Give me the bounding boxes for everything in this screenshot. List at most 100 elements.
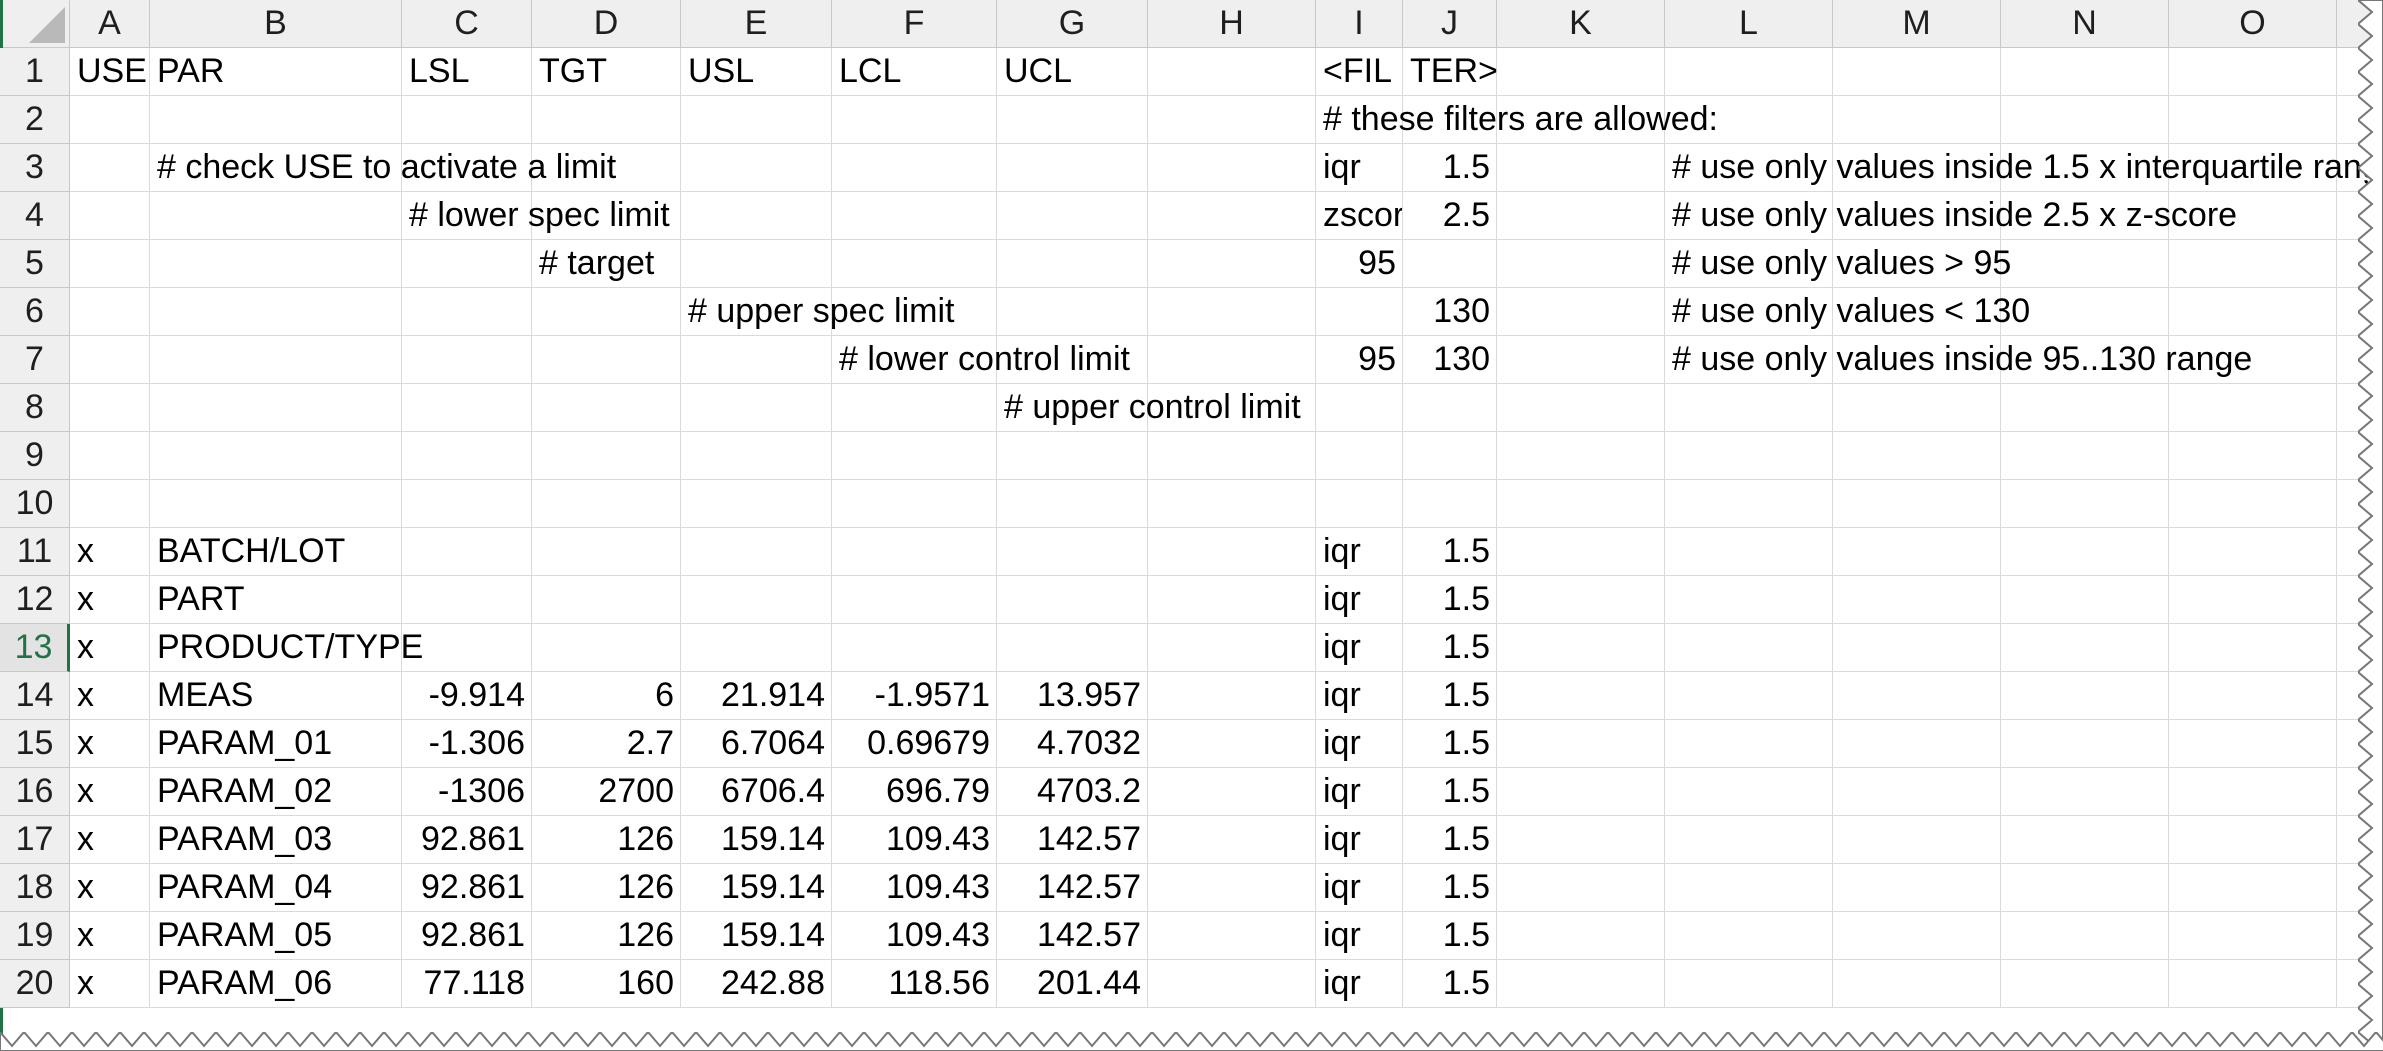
- cell-g13[interactable]: [997, 624, 1148, 672]
- cell-b5[interactable]: [150, 240, 402, 288]
- cell-l16[interactable]: [1665, 768, 1833, 816]
- cell-a15[interactable]: [70, 720, 150, 768]
- cell-a10[interactable]: [70, 480, 150, 528]
- cell-a16[interactable]: [70, 768, 150, 816]
- cell-e12[interactable]: [681, 576, 832, 624]
- column-header-o[interactable]: O: [2169, 0, 2337, 48]
- cell-d19[interactable]: [532, 912, 681, 960]
- cell-o5[interactable]: [2169, 240, 2337, 288]
- cell-o17[interactable]: [2169, 816, 2337, 864]
- cell-m8[interactable]: [1833, 384, 2001, 432]
- cell-c8[interactable]: [402, 384, 532, 432]
- cell-h17[interactable]: [1148, 816, 1316, 864]
- cell-i2[interactable]: [1316, 96, 1403, 144]
- cell-c4[interactable]: [402, 192, 532, 240]
- cell-g10[interactable]: [997, 480, 1148, 528]
- cell-e17[interactable]: [681, 816, 832, 864]
- cell-m7[interactable]: [1833, 336, 2001, 384]
- cell-d17[interactable]: [532, 816, 681, 864]
- cell-d1[interactable]: [532, 48, 681, 96]
- cell-j17[interactable]: [1403, 816, 1497, 864]
- cell-d13[interactable]: [532, 624, 681, 672]
- cell-n19[interactable]: [2001, 912, 2169, 960]
- cell-j4[interactable]: [1403, 192, 1497, 240]
- cell-b15[interactable]: [150, 720, 402, 768]
- cell-i12[interactable]: [1316, 576, 1403, 624]
- cell-c2[interactable]: [402, 96, 532, 144]
- cell-k16[interactable]: [1497, 768, 1665, 816]
- cell-d10[interactable]: [532, 480, 681, 528]
- cell-f6[interactable]: [832, 288, 997, 336]
- cell-m5[interactable]: [1833, 240, 2001, 288]
- cell-o3[interactable]: [2169, 144, 2337, 192]
- cell-i4[interactable]: [1316, 192, 1403, 240]
- cell-m11[interactable]: [1833, 528, 2001, 576]
- cell-o20[interactable]: [2169, 960, 2337, 1008]
- cell-o14[interactable]: [2169, 672, 2337, 720]
- cell-i16[interactable]: [1316, 768, 1403, 816]
- cell-j5[interactable]: [1403, 240, 1497, 288]
- cell-i18[interactable]: [1316, 864, 1403, 912]
- cell-n3[interactable]: [2001, 144, 2169, 192]
- cell-h1[interactable]: [1148, 48, 1316, 96]
- cell-c15[interactable]: [402, 720, 532, 768]
- cell-m10[interactable]: [1833, 480, 2001, 528]
- cell-j6[interactable]: [1403, 288, 1497, 336]
- cell-j13[interactable]: [1403, 624, 1497, 672]
- cell-c11[interactable]: [402, 528, 532, 576]
- cell-h8[interactable]: [1148, 384, 1316, 432]
- cell-f15[interactable]: [832, 720, 997, 768]
- cell-g11[interactable]: [997, 528, 1148, 576]
- cell-d14[interactable]: [532, 672, 681, 720]
- cell-b16[interactable]: [150, 768, 402, 816]
- cell-n14[interactable]: [2001, 672, 2169, 720]
- column-header-c[interactable]: C: [402, 0, 532, 48]
- cell-g16[interactable]: [997, 768, 1148, 816]
- cell-n10[interactable]: [2001, 480, 2169, 528]
- cell-j2[interactable]: [1403, 96, 1497, 144]
- cell-k4[interactable]: [1497, 192, 1665, 240]
- cell-n20[interactable]: [2001, 960, 2169, 1008]
- cell-o19[interactable]: [2169, 912, 2337, 960]
- cell-l9[interactable]: [1665, 432, 1833, 480]
- cell-e18[interactable]: [681, 864, 832, 912]
- cell-m1[interactable]: [1833, 48, 2001, 96]
- cell-k10[interactable]: [1497, 480, 1665, 528]
- cell-h20[interactable]: [1148, 960, 1316, 1008]
- cell-b9[interactable]: [150, 432, 402, 480]
- cell-g3[interactable]: [997, 144, 1148, 192]
- cell-e6[interactable]: [681, 288, 832, 336]
- cell-f3[interactable]: [832, 144, 997, 192]
- cell-f11[interactable]: [832, 528, 997, 576]
- cell-k6[interactable]: [1497, 288, 1665, 336]
- cell-e1[interactable]: [681, 48, 832, 96]
- column-header-l[interactable]: L: [1665, 0, 1833, 48]
- cell-g15[interactable]: [997, 720, 1148, 768]
- cell-f4[interactable]: [832, 192, 997, 240]
- cell-h5[interactable]: [1148, 240, 1316, 288]
- cell-i19[interactable]: [1316, 912, 1403, 960]
- cell-b8[interactable]: [150, 384, 402, 432]
- cell-m16[interactable]: [1833, 768, 2001, 816]
- cell-n4[interactable]: [2001, 192, 2169, 240]
- cell-e2[interactable]: [681, 96, 832, 144]
- cell-j14[interactable]: [1403, 672, 1497, 720]
- cell-d11[interactable]: [532, 528, 681, 576]
- cell-k7[interactable]: [1497, 336, 1665, 384]
- row-header-5[interactable]: 5: [0, 240, 70, 288]
- cell-b6[interactable]: [150, 288, 402, 336]
- cell-g9[interactable]: [997, 432, 1148, 480]
- cell-f10[interactable]: [832, 480, 997, 528]
- cell-j9[interactable]: [1403, 432, 1497, 480]
- cell-n17[interactable]: [2001, 816, 2169, 864]
- cell-b12[interactable]: [150, 576, 402, 624]
- cell-k14[interactable]: [1497, 672, 1665, 720]
- cell-j8[interactable]: [1403, 384, 1497, 432]
- cell-g6[interactable]: [997, 288, 1148, 336]
- cell-m4[interactable]: [1833, 192, 2001, 240]
- cell-a3[interactable]: [70, 144, 150, 192]
- row-header-19[interactable]: 19: [0, 912, 70, 960]
- column-header-n[interactable]: N: [2001, 0, 2169, 48]
- cell-i14[interactable]: [1316, 672, 1403, 720]
- column-header-a[interactable]: A: [70, 0, 150, 48]
